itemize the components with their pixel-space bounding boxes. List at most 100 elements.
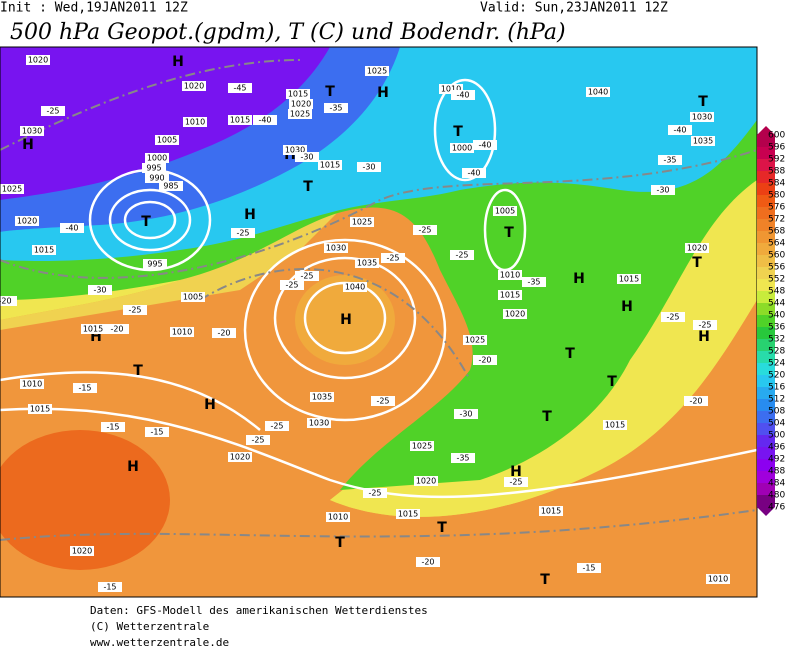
isobar-label: 1015 [605, 421, 625, 430]
isobar-label-box [503, 309, 527, 319]
isobar-label-box [145, 173, 169, 183]
isobar-label-box [288, 109, 312, 119]
isobar-label: 1020 [17, 217, 37, 226]
colorbar-label: 580 [768, 191, 785, 201]
temperature-label: -25 [368, 489, 381, 498]
colorbar-label: 508 [768, 407, 785, 417]
warm-core [295, 275, 395, 365]
temperature-label-box [363, 488, 387, 498]
temperature-label-box [577, 563, 601, 573]
colorbar-label: 528 [768, 347, 785, 357]
colorbar-swatch [757, 327, 775, 339]
isobar-label-box [318, 160, 342, 170]
colorbar-swatch [757, 423, 775, 435]
colorbar-label: 504 [768, 419, 785, 429]
temperature-label: -20 [217, 329, 230, 338]
temperature-label: -25 [300, 272, 313, 281]
isobar [273, 256, 417, 380]
pressure-center: H [510, 464, 522, 480]
isobar-label: 985 [163, 182, 178, 191]
colorbar-swatch [757, 135, 775, 147]
isobar-label-box [228, 452, 252, 462]
isobar-label-box [81, 324, 105, 334]
temperature-label-box [0, 296, 17, 306]
temperature-label-box [324, 103, 348, 113]
isobar-label: 1030 [285, 146, 305, 155]
isobar-label-box [143, 259, 167, 269]
temperature-label: -15 [582, 564, 595, 573]
isobar-label-box [498, 290, 522, 300]
isobar-label: 1040 [345, 283, 365, 292]
isobar-label-box [414, 476, 438, 486]
isobar-label: 1025 [465, 336, 485, 345]
isobar-label-box [463, 335, 487, 345]
isobar-label: 1015 [541, 507, 561, 516]
colorbar-swatch [757, 375, 775, 387]
isobar-label: 1030 [326, 244, 346, 253]
isobar-label: 1015 [83, 325, 103, 334]
temperature-label-box [253, 115, 277, 125]
colorbar-label: 544 [768, 299, 785, 309]
colorbar-label: 572 [768, 215, 785, 225]
temperature-label-box [416, 557, 440, 567]
pressure-center: H [127, 459, 139, 475]
temperature-label: -15 [150, 428, 163, 437]
isobar-label-box [365, 66, 389, 76]
temperature-label-box [73, 383, 97, 393]
isobar-label-box [603, 420, 627, 430]
temperature-label: -35 [329, 104, 342, 113]
isobar-label: 1010 [500, 271, 520, 280]
temperature-label-box [450, 250, 474, 260]
isobar-label-box [350, 217, 374, 227]
isobar-label: 1015 [398, 510, 418, 519]
pressure-center: T [607, 374, 617, 390]
colorbar-swatch [757, 171, 775, 183]
pressure-center: T [692, 255, 702, 271]
colorbar-label: 540 [768, 311, 785, 321]
pressure-center: T [698, 94, 708, 110]
temperature-label-box [123, 305, 147, 315]
isobar-label-box [324, 243, 348, 253]
colorbar-swatch [757, 411, 775, 423]
temperature-label-box [658, 155, 682, 165]
temperature-label: -20 [689, 397, 702, 406]
footer-line: (C) Wetterzentrale [90, 620, 209, 633]
temperature-label: -15 [106, 423, 119, 432]
isobar-label: 1000 [452, 144, 472, 153]
isobar-label-box [310, 392, 334, 402]
isobar-label: 1035 [693, 137, 713, 146]
pressure-center: H [22, 137, 34, 153]
isobar-label-box [0, 184, 24, 194]
pressure-center: H [621, 299, 633, 315]
isobar-label: 1020 [72, 547, 92, 556]
footer-line: Daten: GFS-Modell des amerikanischen Wet… [90, 604, 428, 617]
isobar-label: 995 [146, 164, 161, 173]
isobar-label-box [32, 245, 56, 255]
temperature-label-box [413, 225, 437, 235]
colorbar-label: 556 [768, 263, 785, 273]
colorbar-label: 512 [768, 395, 785, 405]
temperature-label: -25 [698, 321, 711, 330]
temperature-label: -30 [300, 153, 313, 162]
temperature-label: -25 [418, 226, 431, 235]
temperature-label-box [522, 277, 546, 287]
pressure-center: H [573, 271, 585, 287]
isobar-label: 1040 [588, 88, 608, 97]
isobar-label: 1030 [22, 127, 42, 136]
isobar-label-box [396, 509, 420, 519]
isotherm [199, 268, 471, 381]
temperature-label-box [451, 90, 475, 100]
pressure-center: T [303, 179, 313, 195]
temperature-label-box [246, 435, 270, 445]
isobar [0, 407, 757, 499]
colorbar-label: 536 [768, 323, 785, 333]
colorbar-label: 588 [768, 167, 785, 177]
temperature-label: -35 [527, 278, 540, 287]
pressure-center: H [204, 397, 216, 413]
isobar-label-box [691, 136, 715, 146]
temperature-label-box [454, 409, 478, 419]
temperature-label-box [504, 477, 528, 487]
temperature-label: -45 [233, 84, 246, 93]
temperature-label-box [101, 422, 125, 432]
temperature-label-box [357, 162, 381, 172]
